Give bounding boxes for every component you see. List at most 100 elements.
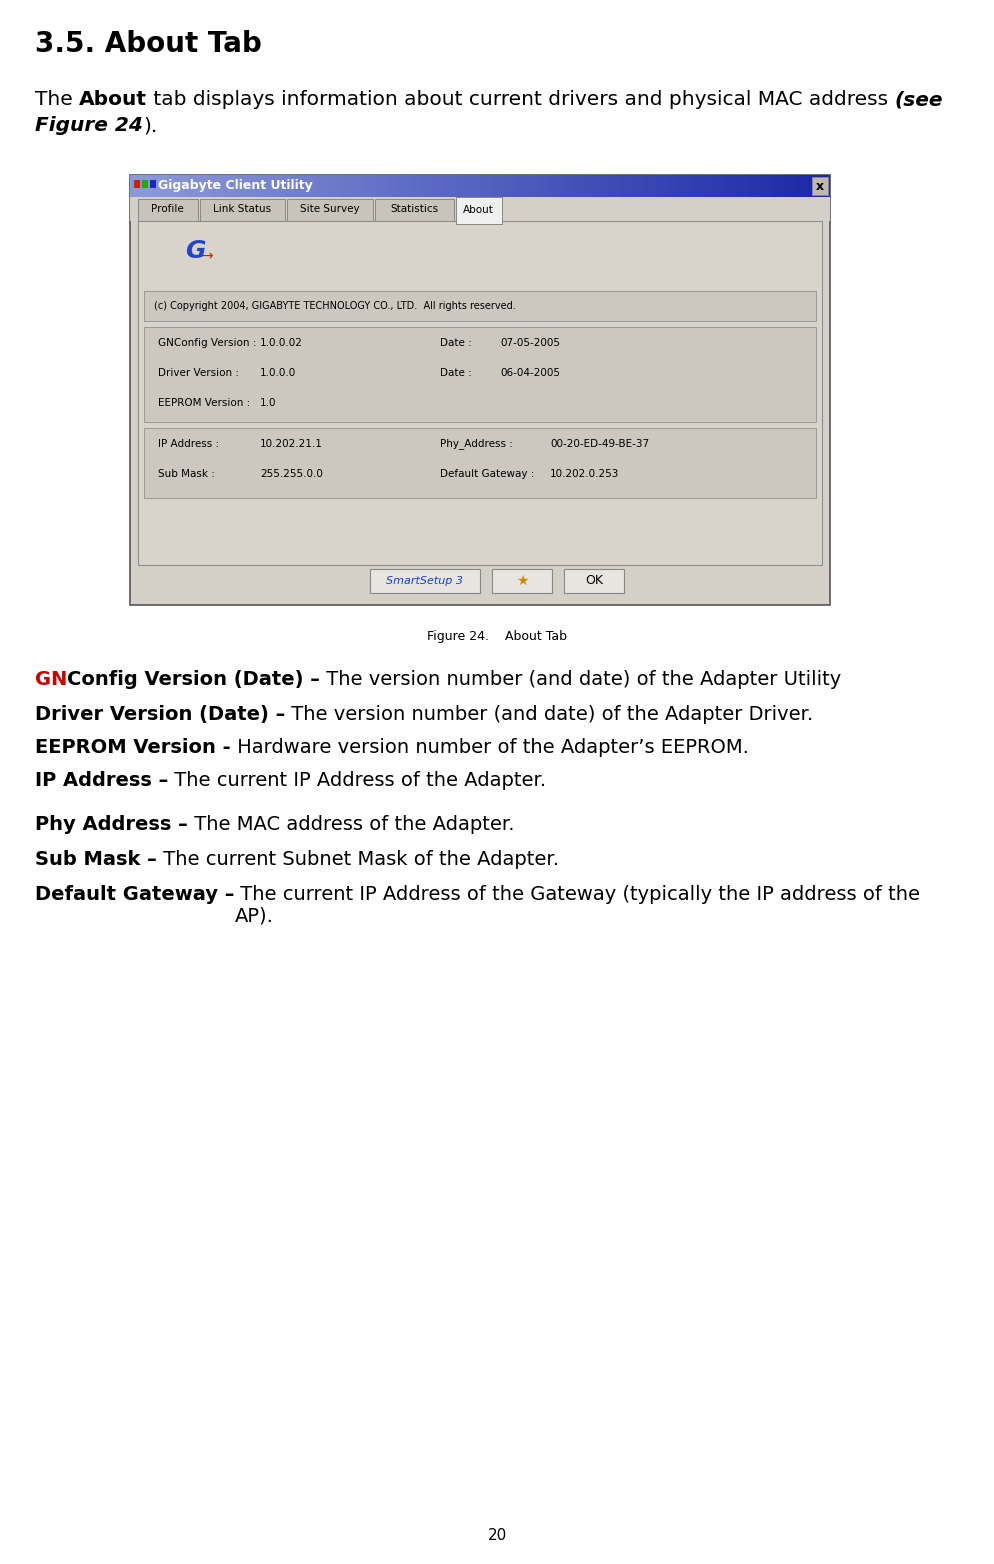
Bar [150, 180, 156, 188]
Text: Figure 24: Figure 24 [35, 116, 143, 135]
Bar [596, 175, 607, 197]
Bar [584, 175, 596, 197]
Text: GNConfig Version :: GNConfig Version : [158, 338, 256, 349]
Bar [212, 175, 223, 197]
Bar [561, 175, 573, 197]
Text: Phy_Address :: Phy_Address : [439, 438, 512, 449]
Bar [444, 175, 456, 197]
Bar [491, 569, 552, 593]
Bar [713, 175, 725, 197]
Bar [619, 175, 631, 197]
Text: The current IP Address of the Adapter.: The current IP Address of the Adapter. [168, 771, 546, 790]
Bar [153, 175, 165, 197]
Bar [142, 180, 148, 188]
Text: OK: OK [584, 574, 602, 588]
Bar [479, 175, 491, 197]
Bar [188, 175, 200, 197]
Text: Sub Mask :: Sub Mask : [158, 469, 215, 479]
Bar [269, 175, 281, 197]
Bar [607, 175, 619, 197]
Text: →: → [201, 249, 213, 263]
Bar [363, 175, 375, 197]
Bar [491, 175, 503, 197]
Bar [293, 175, 305, 197]
Bar [573, 175, 584, 197]
Bar [223, 175, 235, 197]
Text: The current IP Address of the Gateway (typically the IP address of the
AP).: The current IP Address of the Gateway (t… [235, 885, 919, 926]
Bar [747, 175, 759, 197]
Text: SmartSetup 3: SmartSetup 3 [386, 576, 463, 586]
Bar [456, 175, 468, 197]
Bar [200, 175, 212, 197]
Text: Driver Version (Date) –: Driver Version (Date) – [35, 705, 285, 724]
Bar [654, 175, 666, 197]
Bar [328, 175, 340, 197]
Text: 1.0.0.02: 1.0.0.02 [259, 338, 302, 349]
Text: The version number (and date) of the Adapter Utility: The version number (and date) of the Ada… [320, 669, 841, 690]
Bar [370, 569, 479, 593]
Text: 10.202.0.253: 10.202.0.253 [550, 469, 618, 479]
Text: Site Survey: Site Survey [299, 203, 359, 214]
Text: (see: (see [894, 91, 942, 109]
Bar [375, 175, 387, 197]
Bar [631, 175, 643, 197]
Text: Default Gateway –: Default Gateway – [35, 885, 235, 904]
Bar [281, 175, 293, 197]
Bar [643, 175, 654, 197]
Text: Date :: Date : [439, 338, 471, 349]
Text: The: The [35, 91, 80, 109]
Bar [130, 175, 829, 605]
Bar [725, 175, 736, 197]
Bar [130, 197, 829, 221]
Text: Phy Address –: Phy Address – [35, 815, 188, 834]
Bar [455, 197, 502, 224]
Text: 20: 20 [487, 1528, 507, 1544]
Bar [689, 175, 701, 197]
Text: Date :: Date : [439, 368, 471, 378]
Bar [817, 175, 829, 197]
Text: ).: ). [143, 116, 157, 135]
Bar [736, 175, 747, 197]
Bar [144, 291, 815, 321]
Text: The version number (and date) of the Adapter Driver.: The version number (and date) of the Ada… [285, 705, 813, 724]
Bar [666, 175, 678, 197]
Bar [247, 175, 258, 197]
Text: Profile: Profile [151, 203, 184, 214]
Bar [130, 175, 141, 197]
Text: Gigabyte Client Utility: Gigabyte Client Utility [158, 180, 312, 192]
Text: 00-20-ED-49-BE-37: 00-20-ED-49-BE-37 [550, 439, 648, 449]
Bar [678, 175, 689, 197]
Text: Sub Mask –: Sub Mask – [35, 849, 157, 870]
Bar [421, 175, 433, 197]
Text: Default Gateway :: Default Gateway : [439, 469, 534, 479]
Bar [305, 175, 316, 197]
Text: 1.0.0.0: 1.0.0.0 [259, 368, 296, 378]
Bar [144, 327, 815, 422]
Bar [782, 175, 794, 197]
Bar [811, 177, 827, 196]
Bar [398, 175, 410, 197]
Bar [165, 175, 177, 197]
Bar [759, 175, 771, 197]
Text: GN: GN [35, 669, 68, 690]
Text: EEPROM Version -: EEPROM Version - [35, 738, 231, 757]
Text: Link Status: Link Status [213, 203, 271, 214]
Bar [374, 199, 453, 221]
Bar [564, 569, 623, 593]
Bar [771, 175, 782, 197]
Text: 3.5. About Tab: 3.5. About Tab [35, 30, 261, 58]
Bar [235, 175, 247, 197]
Text: Driver Version :: Driver Version : [158, 368, 239, 378]
Bar [387, 175, 398, 197]
Bar [138, 221, 821, 565]
Text: 07-05-2005: 07-05-2005 [500, 338, 560, 349]
Bar [538, 175, 550, 197]
Bar [340, 175, 351, 197]
Bar [200, 199, 284, 221]
Bar [794, 175, 806, 197]
Bar [134, 180, 140, 188]
Text: The MAC address of the Adapter.: The MAC address of the Adapter. [188, 815, 514, 834]
Text: 1.0: 1.0 [259, 397, 276, 408]
Bar [433, 175, 444, 197]
Bar [806, 175, 817, 197]
